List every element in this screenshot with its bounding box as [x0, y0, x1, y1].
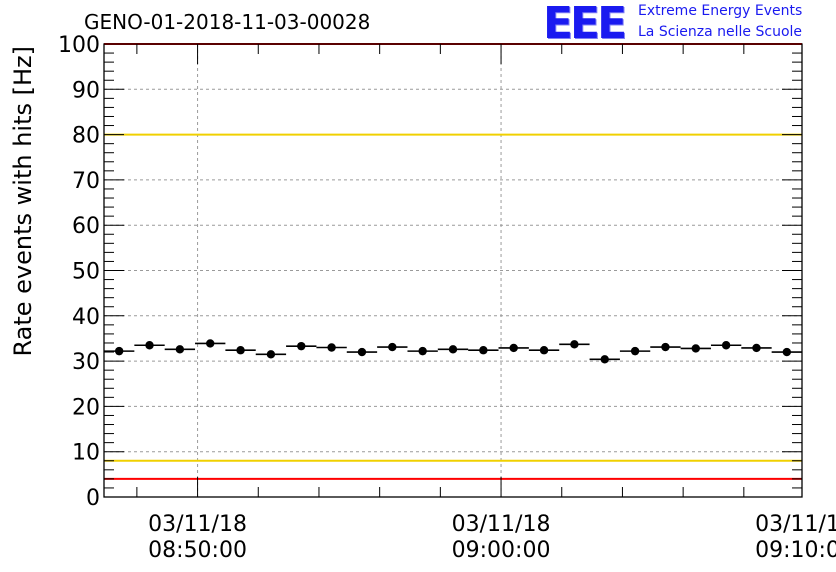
- x-tick-time: 08:50:00: [148, 538, 247, 563]
- data-point: [782, 347, 792, 357]
- data-point: [327, 343, 336, 352]
- data-point: [297, 341, 306, 351]
- reference-lines: [104, 43, 802, 480]
- logo-line-1: Extreme Energy Events: [638, 3, 803, 19]
- data-points: [104, 339, 802, 364]
- data-point: [388, 342, 397, 352]
- data-point: [479, 346, 488, 355]
- grid-lines: [104, 44, 802, 497]
- x-tick-date: 03/11/18: [755, 512, 836, 537]
- data-point: [570, 340, 579, 349]
- data-point: [691, 344, 700, 353]
- eee-logo-mark: EEE: [543, 0, 627, 49]
- y-tick-label: 10: [72, 441, 100, 466]
- axis-ticks: [104, 43, 802, 498]
- data-point: [114, 346, 124, 356]
- y-tick-label: 40: [72, 305, 100, 330]
- data-point: [630, 346, 640, 356]
- data-point: [206, 339, 215, 348]
- data-point: [357, 347, 367, 357]
- chart-title: GENO-01-2018-11-03-00028: [84, 10, 371, 34]
- data-point: [145, 341, 154, 350]
- y-tick-labels: 0 10 20 30 40 50 60 70 80 90 100: [58, 33, 100, 511]
- y-tick-label: 60: [72, 214, 100, 239]
- x-tick-date: 03/11/18: [148, 512, 247, 537]
- data-point: [236, 346, 245, 355]
- y-tick-label: 100: [58, 33, 100, 58]
- data-point: [752, 343, 761, 353]
- x-tick-time: 09:00:00: [452, 538, 551, 563]
- data-point: [418, 346, 427, 356]
- data-point: [721, 341, 731, 350]
- data-point: [661, 342, 670, 352]
- y-tick-label: 30: [72, 350, 100, 375]
- y-tick-label: 20: [72, 395, 100, 420]
- x-tick-time: 09:10:00: [755, 538, 836, 563]
- x-tick-date: 03/11/18: [452, 512, 551, 537]
- x-tick-labels: 03/11/1808:50:0003/11/1809:00:0003/11/18…: [148, 512, 836, 563]
- y-tick-label: 80: [72, 124, 100, 149]
- logo-line-2: La Scienza nelle Scuole: [638, 24, 803, 40]
- y-axis-label: Rate events with hits [Hz]: [9, 46, 37, 357]
- data-point: [509, 343, 518, 353]
- data-point: [175, 345, 185, 354]
- y-tick-label: 90: [72, 78, 100, 103]
- y-tick-label: 70: [72, 169, 100, 194]
- data-point: [448, 345, 458, 354]
- y-tick-label: 50: [72, 260, 100, 285]
- data-point: [600, 355, 609, 364]
- y-tick-label: 0: [86, 486, 100, 511]
- data-point: [539, 346, 549, 355]
- data-point: [266, 350, 276, 359]
